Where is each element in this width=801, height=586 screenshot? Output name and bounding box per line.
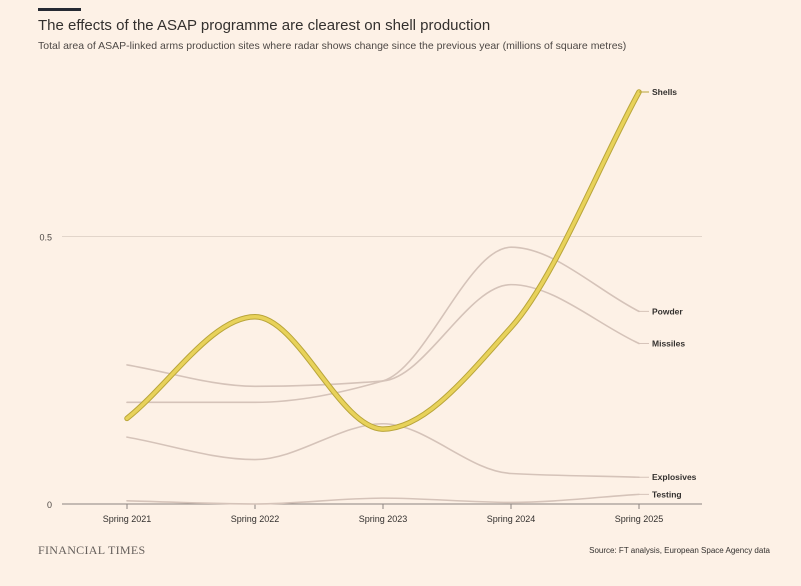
x-tick-label: Spring 2025 [615, 514, 664, 524]
x-tick-label: Spring 2024 [487, 514, 536, 524]
muted-series-layer [126, 246, 640, 505]
series-line-shells [125, 90, 641, 431]
series-label-explosives: Explosives [652, 472, 697, 482]
series-label-missiles: Missiles [652, 338, 685, 348]
x-tick-label: Spring 2021 [103, 514, 152, 524]
x-tick-label: Spring 2022 [231, 514, 280, 524]
y-tick-label: 0.5 [39, 232, 52, 242]
source-note: Source: FT analysis, European Space Agen… [589, 546, 770, 555]
grid-layer: 0 0.5 Spring 2021 Spring 2022 Spring 2023 Spr… [39, 232, 702, 524]
series-label-shells: Shells [652, 87, 677, 97]
series-line-missiles [126, 283, 640, 388]
label-layer: Shells Powder Missiles Explosives Testing [639, 87, 697, 499]
series-line-shells-outline [124, 89, 642, 432]
series-line-powder [126, 246, 640, 404]
chart-title: The effects of the ASAP programme are cl… [38, 17, 491, 34]
series-label-testing: Testing [652, 489, 682, 499]
x-tick-label: Spring 2023 [359, 514, 408, 524]
highlight-series-layer [124, 89, 642, 432]
series-line-testing [126, 493, 640, 505]
series-line-explosives [126, 422, 640, 479]
brand-logo-text: FINANCIAL TIMES [38, 543, 146, 557]
series-label-powder: Powder [652, 306, 683, 316]
top-rule [38, 8, 81, 11]
y-tick-label: 0 [47, 500, 52, 510]
chart-subtitle: Total area of ASAP-linked arms productio… [38, 40, 627, 52]
